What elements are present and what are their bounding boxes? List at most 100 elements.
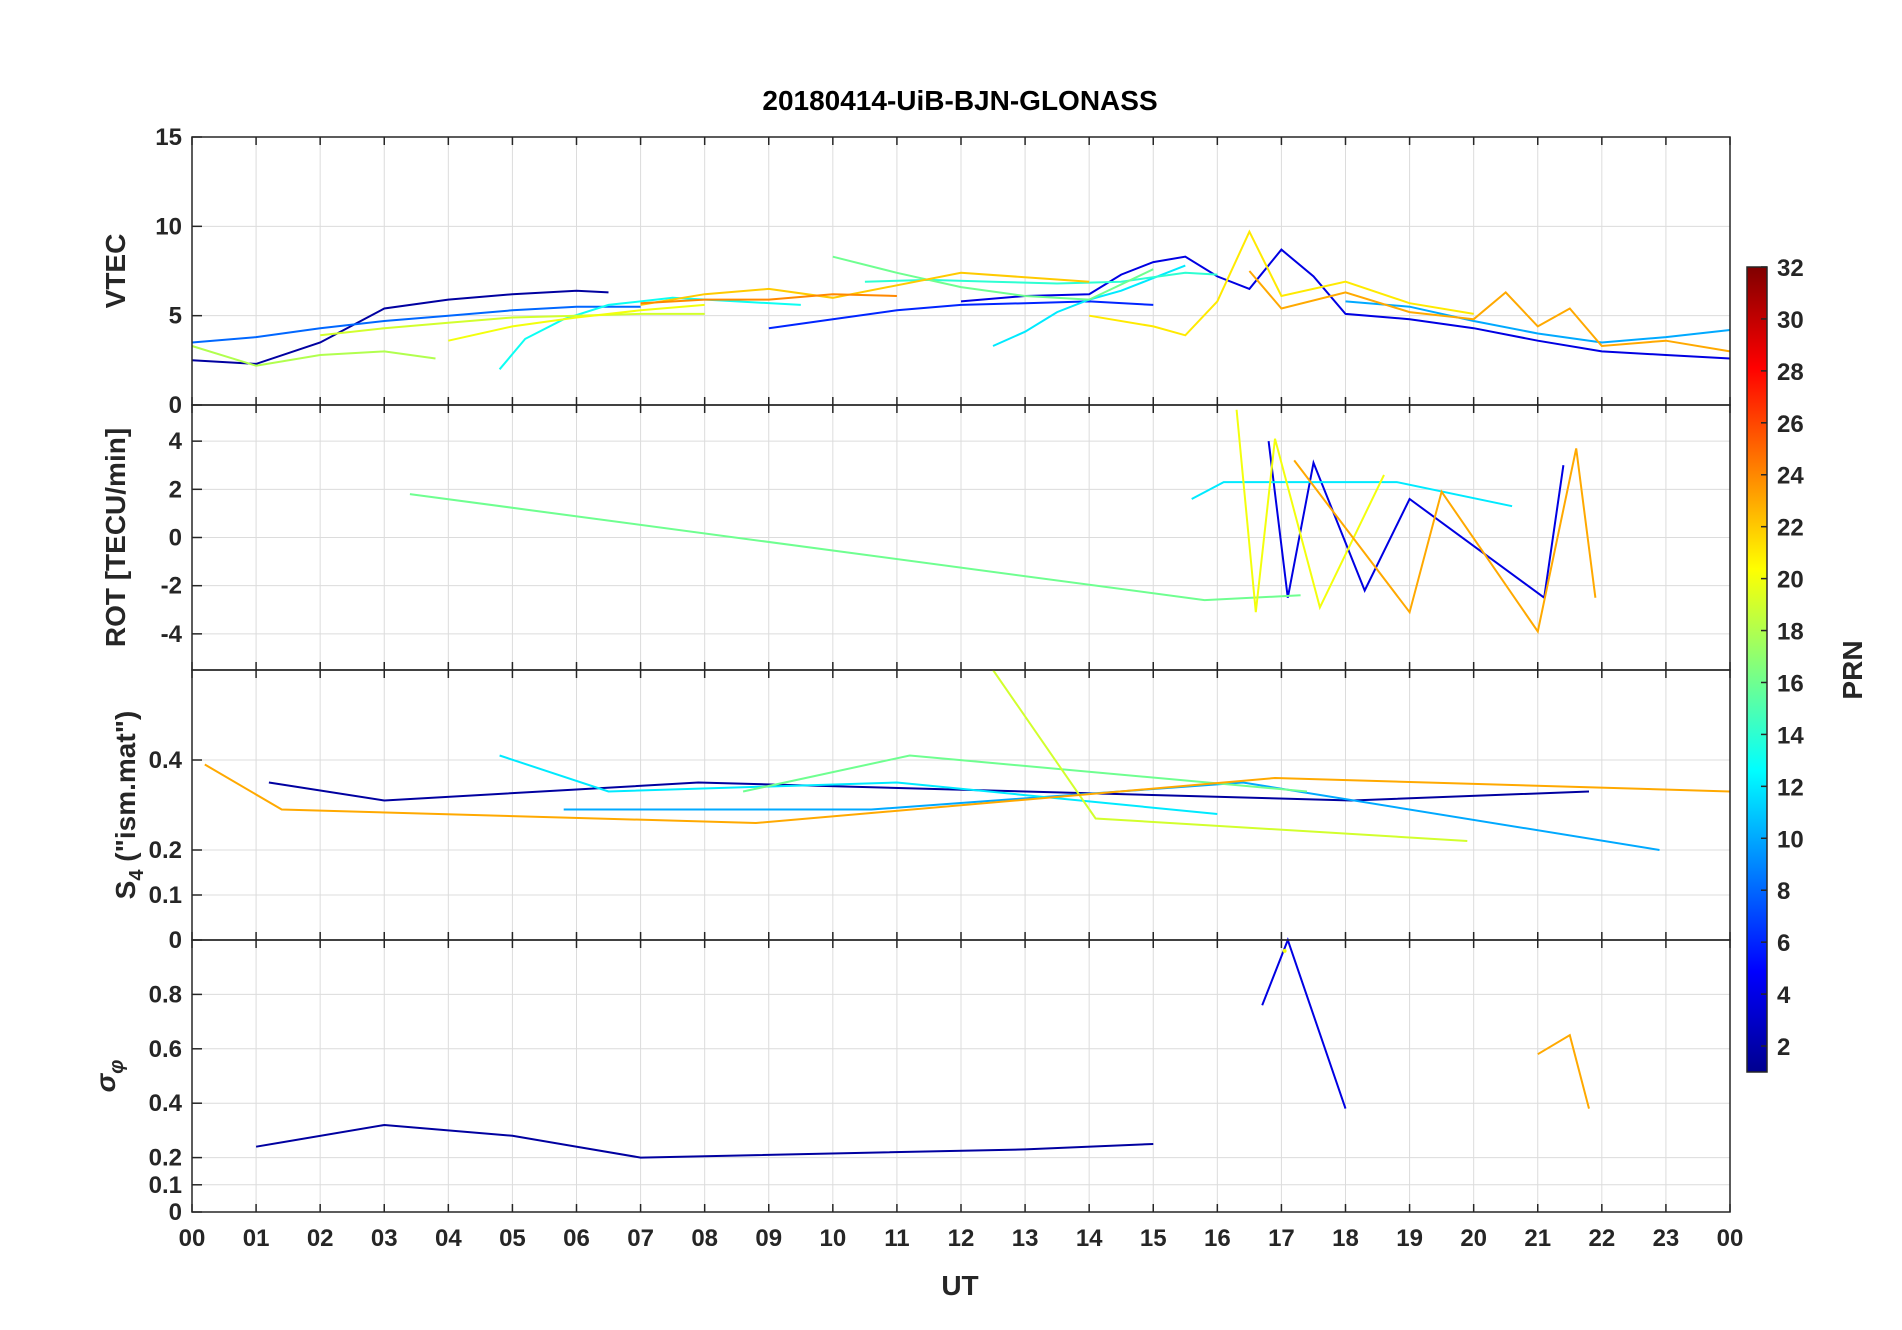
colorbar-tick-label: 32 [1777,255,1804,282]
colorbar-tick-label: 30 [1777,307,1804,334]
colorbar-tick-label: 26 [1777,411,1804,438]
colorbar-tick-label: 8 [1777,878,1790,905]
x-axis-ticks: 00 01 02 03 04 05 06 07 08 09 10 11 12 13 14 15 16 17 18 19… [179,1225,1744,1252]
y-tick-label: 0.1 [149,1172,182,1199]
vtec-y-axis-label: VTEC [100,234,131,309]
colorbar-tick-label: 28 [1777,359,1804,386]
x-tick-label: 10 [819,1225,846,1252]
x-tick-label: 00 [1717,1225,1744,1252]
colorbar-tick-label: 10 [1777,826,1804,853]
rot-y-axis-label: ROT [TECU/min] [100,428,131,647]
x-tick-label: 12 [948,1225,975,1252]
x-tick-label: 22 [1588,1225,1615,1252]
series-point [1282,948,1287,953]
series-line [255,1123,1154,1159]
y-tick-label: 0 [169,927,182,954]
series-line [1089,229,1474,337]
rot-series [409,409,1597,634]
vtec-y-ticks: 0 5 10 15 [155,124,1731,419]
colorbar-tick-label: 12 [1777,774,1804,801]
y-tick-label: 0 [169,525,182,552]
sigma-phi-y-axis-label: σφ [90,1060,128,1093]
x-tick-label: 19 [1396,1225,1423,1252]
series-line [1261,937,1347,1109]
colorbar-tick-label: 24 [1777,463,1804,490]
series-line [320,312,705,337]
x-tick-label: 00 [179,1225,206,1252]
x-tick-label: 05 [499,1225,526,1252]
x-tick-label: 20 [1460,1225,1487,1252]
x-tick-label: 14 [1076,1225,1103,1252]
y-tick-label: 0.2 [149,837,182,864]
s4-series [204,669,1731,851]
vtec-series [191,229,1731,370]
rot-grid [192,405,1730,670]
sigma-phi-y-ticks: 00.10.2 0.4 0.6 0.8 [149,940,1731,1226]
x-tick-label: 23 [1653,1225,1680,1252]
s4-y-axis-label: S4 ("ism.mat") [110,711,148,900]
series-line [1537,1033,1590,1109]
x-tick-label: 02 [307,1225,334,1252]
series-line [448,303,705,342]
colorbar-tick-label: 6 [1777,930,1790,957]
colorbar-tick-label: 22 [1777,515,1804,542]
x-tick-label: 16 [1204,1225,1231,1252]
series-line [742,754,1308,793]
series-line [204,763,1731,825]
colorbar-tick-label: 2 [1777,1034,1790,1061]
y-tick-label: 0 [169,392,182,419]
y-tick-label: 0.1 [149,882,182,909]
colorbar-tick-label: 16 [1777,670,1804,697]
y-tick-label: 0.8 [149,981,182,1008]
colorbar-tick-label: 18 [1777,619,1804,646]
series-line [191,289,609,365]
x-tick-label: 11 [884,1225,909,1252]
series-line [1235,409,1385,613]
series-line [191,345,436,367]
series-line [1345,300,1731,344]
panel-sigma-phi: 00.10.2 0.4 0.6 0.8 00 01 02 03 04 05 06 07 08 09 10 1… [90,937,1744,1301]
x-tick-label: 06 [563,1225,590,1252]
series-line [499,754,1218,815]
y-tick-label: 0.4 [149,1090,183,1117]
y-tick-label: 0.6 [149,1036,182,1063]
series-line [1191,481,1513,508]
x-axis-label: UT [941,1270,978,1301]
series-line [268,781,1590,802]
panel-s4: 0 0.1 0.2 0.4 S4 ("ism.mat") [110,669,1731,954]
y-tick-label: -4 [161,621,183,648]
y-tick-label: 5 [169,303,182,330]
series-line [640,293,897,305]
y-tick-label: 2 [169,476,182,503]
y-tick-label: -2 [161,573,182,600]
y-tick-label: 15 [155,124,182,151]
series-line [768,300,1154,330]
series-line [1267,440,1565,600]
x-tick-label: 15 [1140,1225,1167,1252]
colorbar-tick-label: 14 [1777,722,1804,749]
sigma-phi-axes-box [191,939,1731,1213]
series-line [640,271,1090,306]
panel-vtec: 0 5 10 15 VTEC [100,124,1731,419]
panel-rot: -4 -2 0 2 4 ROT [TECU/min] [100,404,1731,671]
series-line [1293,448,1597,634]
x-tick-label: 07 [627,1225,654,1252]
figure-title: 20180414-UiB-BJN-GLONASS [762,85,1157,116]
x-tick-label: 08 [691,1225,718,1252]
series-line [191,305,641,344]
s4-y-ticks: 0 0.1 0.2 0.4 [149,670,1731,954]
x-tick-label: 13 [1012,1225,1039,1252]
series-line [992,669,1468,842]
colorbar-tick-label: 20 [1777,567,1804,594]
vtec-grid [192,136,1730,406]
series-line [832,255,1154,301]
x-tick-label: 01 [243,1225,270,1252]
x-tick-label: 03 [371,1225,398,1252]
sigma-phi-grid [192,940,1730,1213]
y-tick-label: 0.4 [149,747,183,774]
y-tick-label: 0.2 [149,1145,182,1172]
series-line [409,493,1301,602]
